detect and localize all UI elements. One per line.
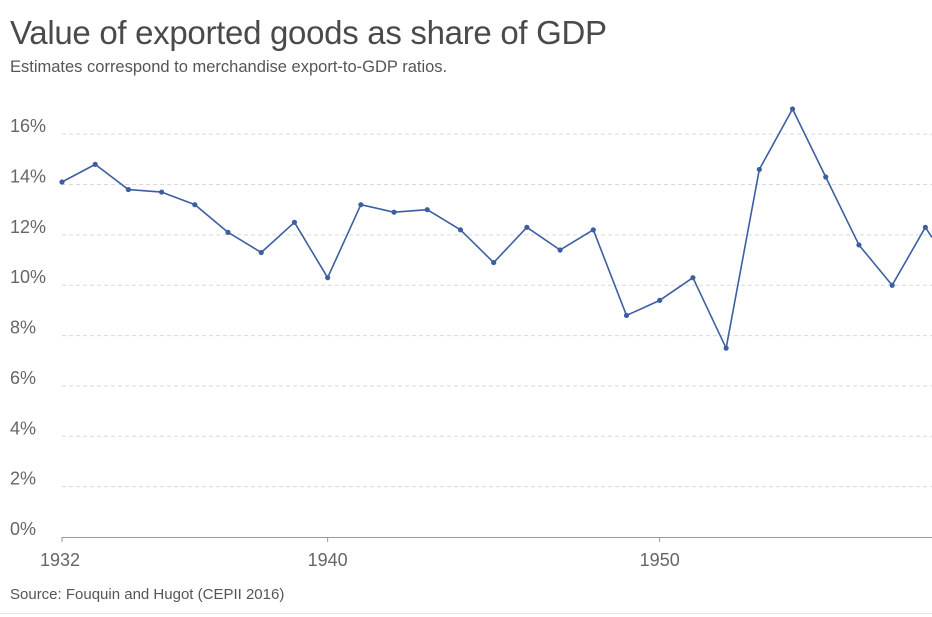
chart-subtitle: Estimates correspond to merchandise expo…: [10, 58, 448, 76]
data-point[interactable]: [789, 106, 796, 112]
y-tick-label: 4%: [10, 418, 36, 438]
x-tick-label: 1940: [308, 550, 348, 570]
y-tick-label: 10%: [10, 267, 46, 287]
data-point[interactable]: [856, 242, 862, 248]
data-point[interactable]: [424, 207, 430, 213]
data-point[interactable]: [258, 249, 264, 256]
data-point[interactable]: [59, 179, 65, 185]
data-point[interactable]: [524, 224, 530, 230]
data-point[interactable]: [756, 166, 762, 173]
data-point[interactable]: [291, 219, 298, 225]
data-point[interactable]: [723, 345, 729, 351]
data-point[interactable]: [557, 247, 563, 253]
data-point[interactable]: [125, 186, 132, 193]
y-tick-label: 6%: [10, 368, 36, 388]
y-tick-label: 16%: [10, 116, 46, 136]
data-point[interactable]: [823, 174, 829, 180]
data-point[interactable]: [92, 161, 98, 167]
series-group: [59, 106, 932, 351]
x-tick-label: 1932: [40, 550, 80, 570]
y-tick-label: 8%: [10, 318, 36, 338]
data-point[interactable]: [159, 189, 165, 195]
data-point[interactable]: [657, 297, 663, 303]
source-note: Source: Fouquin and Hugot (CEPII 2016): [10, 586, 285, 603]
data-point[interactable]: [391, 209, 397, 215]
data-point[interactable]: [358, 202, 364, 208]
data-point[interactable]: [225, 229, 231, 235]
data-point[interactable]: [922, 224, 928, 230]
y-tick-label: 0%: [10, 519, 36, 539]
data-point[interactable]: [690, 275, 696, 281]
y-tick-label: 12%: [10, 217, 46, 237]
y-axis-ticks: 0% 2% 4% 6% 8% 10% 12% 14% 16%: [10, 116, 46, 539]
data-point[interactable]: [491, 259, 497, 266]
y-tick-label: 2%: [10, 469, 36, 489]
footer-divider: [0, 613, 932, 614]
data-point[interactable]: [590, 227, 596, 233]
chart-title: Value of exported goods as share of GDP: [10, 14, 607, 51]
x-axis: 1932 1940 1950: [40, 537, 932, 570]
data-point[interactable]: [889, 282, 895, 288]
x-tick-label: 1950: [640, 550, 680, 570]
gridlines: [62, 133, 932, 488]
data-point[interactable]: [192, 202, 198, 208]
data-point[interactable]: [325, 275, 331, 281]
series-line: [61, 108, 927, 349]
y-tick-label: 14%: [10, 167, 46, 187]
data-point[interactable]: [457, 227, 464, 233]
data-point[interactable]: [623, 312, 630, 319]
